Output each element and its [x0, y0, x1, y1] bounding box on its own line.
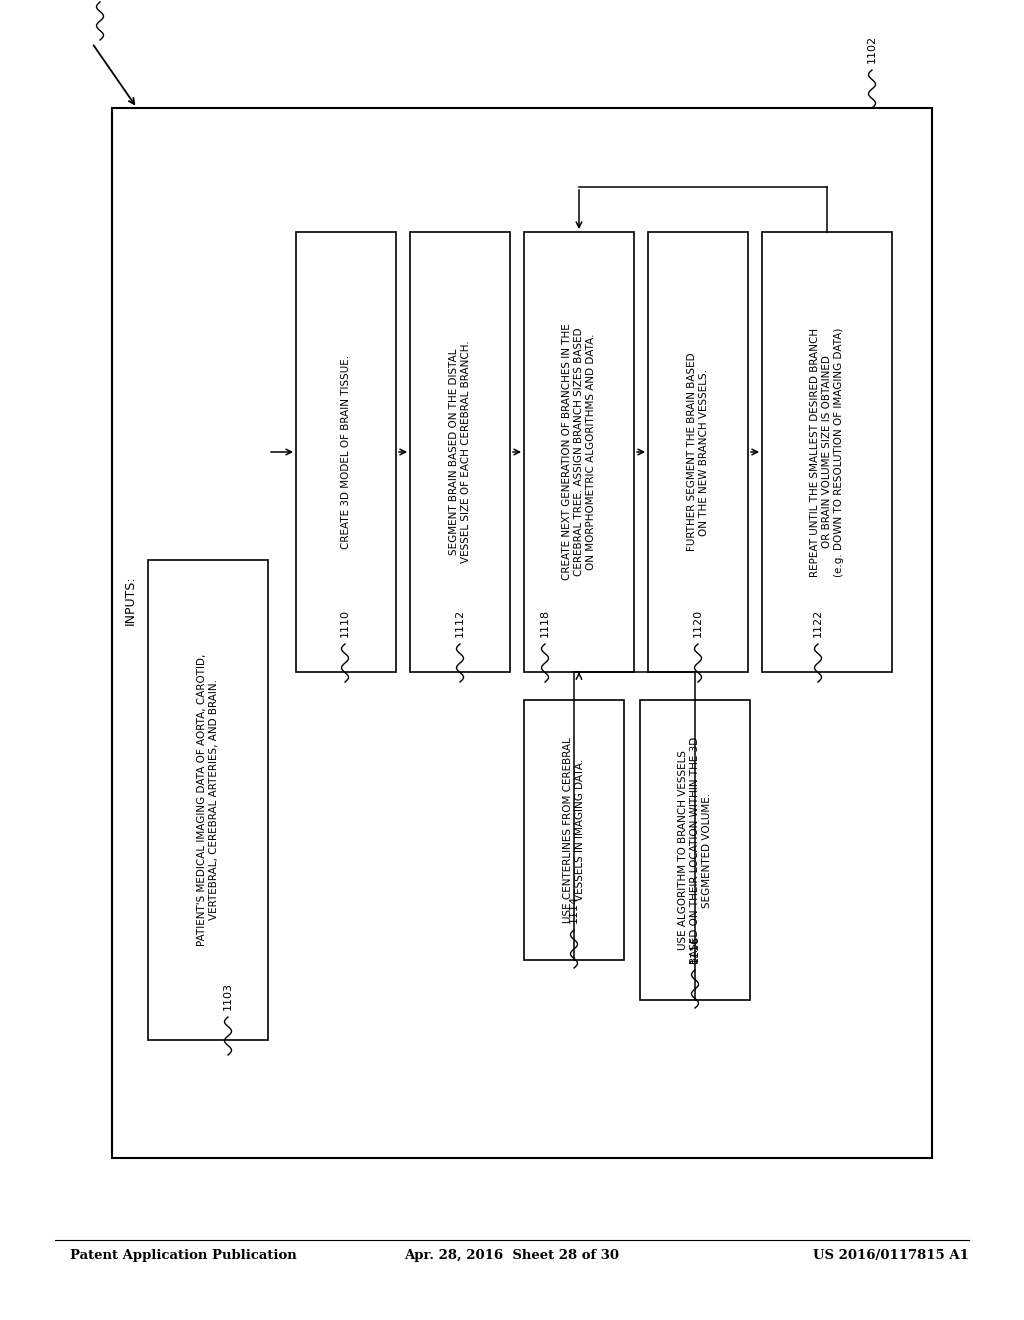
Text: CREATE 3D MODEL OF BRAIN TISSUE.: CREATE 3D MODEL OF BRAIN TISSUE.: [341, 355, 351, 549]
Text: 1120: 1120: [693, 609, 703, 638]
Bar: [640, 700, 750, 1001]
Bar: [648, 232, 748, 672]
Text: 1112: 1112: [455, 609, 465, 638]
Bar: [762, 232, 892, 672]
Text: US 2016/0117815 A1: US 2016/0117815 A1: [813, 1249, 969, 1262]
Bar: [296, 232, 396, 672]
Bar: [148, 560, 268, 1040]
Text: 1102: 1102: [867, 34, 877, 63]
Text: REPEAT UNTIL THE SMALLEST DESIRED BRANCH
OR BRAIN VOLUME SIZE IS OBTAINED
(e.g. : REPEAT UNTIL THE SMALLEST DESIRED BRANCH…: [810, 327, 844, 577]
Text: SEGMENT BRAIN BASED ON THE DISTAL
VESSEL SIZE OF EACH CEREBRAL BRANCH.: SEGMENT BRAIN BASED ON THE DISTAL VESSEL…: [450, 341, 471, 564]
Text: 1114: 1114: [569, 895, 579, 923]
Text: 1103: 1103: [223, 982, 233, 1010]
Bar: [410, 232, 510, 672]
Text: 1116: 1116: [690, 935, 700, 964]
Text: Patent Application Publication: Patent Application Publication: [70, 1249, 297, 1262]
Text: USE ALGORITHM TO BRANCH VESSELS
BASED ON THEIR LOCATION WITHIN THE 3D
SEGMENTED : USE ALGORITHM TO BRANCH VESSELS BASED ON…: [678, 737, 712, 964]
Text: USE CENTERLINES FROM CEREBRAL
VESSELS IN IMAGING DATA.: USE CENTERLINES FROM CEREBRAL VESSELS IN…: [563, 737, 585, 923]
Text: 1118: 1118: [540, 609, 550, 638]
Text: Apr. 28, 2016  Sheet 28 of 30: Apr. 28, 2016 Sheet 28 of 30: [404, 1249, 620, 1262]
Text: 1110: 1110: [340, 609, 350, 638]
Text: CREATE NEXT GENERATION OF BRANCHES IN THE
CEREBRAL TREE. ASSIGN BRANCH SIZES BAS: CREATE NEXT GENERATION OF BRANCHES IN TH…: [562, 323, 596, 581]
Bar: [524, 700, 624, 960]
Bar: [112, 108, 932, 1158]
Text: PATIENT'S MEDICAL IMAGING DATA OF AORTA, CAROTID,
VERTEBRAL, CEREBRAL ARTERIES, : PATIENT'S MEDICAL IMAGING DATA OF AORTA,…: [198, 653, 219, 946]
Text: FURTHER SEGMENT THE BRAIN BASED
ON THE NEW BRANCH VESSELS.: FURTHER SEGMENT THE BRAIN BASED ON THE N…: [687, 352, 709, 552]
Text: 1122: 1122: [813, 609, 823, 638]
Text: INPUTS:: INPUTS:: [124, 576, 136, 624]
Text: FIG. 40: FIG. 40: [739, 849, 921, 891]
Bar: [524, 232, 634, 672]
